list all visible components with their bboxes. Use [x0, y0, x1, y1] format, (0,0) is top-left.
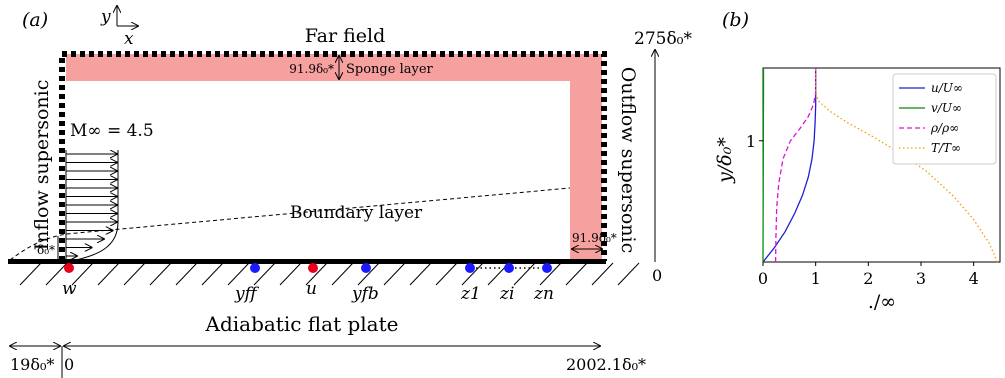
panel-a: (a) y x Far field 275δ₀* 91.9δ₀* Sponge … — [8, 6, 692, 378]
axis-y-label: y — [100, 7, 111, 27]
probe-yff — [250, 263, 260, 273]
zero-right-label: 0 — [652, 266, 662, 285]
sponge-layer-region — [66, 54, 602, 260]
axis-indicator: y x — [100, 6, 138, 49]
dimension-arrows: 19δ₀* 0 2002.1δ₀* — [10, 346, 646, 378]
probe-w-label: w — [62, 279, 77, 299]
probe-u — [308, 263, 318, 273]
left-offset-label: 19δ₀* — [10, 355, 54, 374]
probe-z1 — [465, 263, 475, 273]
legend-label-3: T/T∞ — [931, 141, 961, 155]
tick-layer: 0 1 2 3 4 1 — [746, 132, 979, 288]
chart-xlabel: ./∞ — [868, 291, 896, 313]
panel-a-label: (a) — [22, 9, 48, 31]
plate-label: Adiabatic flat plate — [205, 312, 399, 336]
chart-ylabel: y/δ₀* — [714, 137, 736, 184]
probe-yfb-label: yfb — [351, 284, 379, 304]
series-line-1 — [762, 68, 765, 263]
profile-chart: 0 1 2 3 4 1 y/δ₀* ./∞ u/U∞ v/U∞ ρ/ρ∞ T/T∞ — [714, 67, 1001, 313]
y-tick-label-0: 1 — [746, 132, 756, 151]
boundary-layer-edge — [9, 187, 571, 261]
mach-label: M∞ = 4.5 — [70, 121, 154, 141]
series-line-3 — [815, 68, 998, 263]
panel-b: (b) 0 1 2 3 4 1 y/δ₀* ./∞ u/U∞ v/U∞ ρ/ρ∞ T/T∞ — [714, 9, 1001, 313]
outflow-label: Outflow supersonic — [617, 67, 639, 253]
x-tick-label-2: 2 — [863, 269, 873, 288]
legend-label-0: u/U∞ — [931, 81, 963, 95]
inflow-label: Inflow supersonic — [31, 80, 53, 251]
legend: u/U∞ v/U∞ ρ/ρ∞ T/T∞ — [892, 73, 997, 165]
boundary-layer-label: Boundary layer — [290, 203, 423, 223]
domain-boundary — [59, 51, 607, 261]
probe-yfb — [361, 263, 371, 273]
probe-z1-label: z1 — [460, 284, 481, 304]
probe-u-label: u — [306, 279, 317, 299]
sponge-side-thickness-label: 91.9δ₀* — [572, 231, 617, 245]
far-field-label: Far field — [305, 25, 386, 47]
x-tick-label-1: 1 — [811, 269, 821, 288]
top-height-label: 275δ₀* — [634, 29, 692, 49]
x-tick-label-3: 3 — [916, 269, 926, 288]
probe-labels: w yff u yfb z1 zi zn — [62, 279, 554, 304]
legend-label-1: v/U∞ — [931, 101, 962, 115]
probes — [64, 263, 552, 273]
zero-bottom-label: 0 — [64, 355, 74, 374]
sponge-layer-label: Sponge layer — [346, 62, 434, 77]
probe-yff-label: yff — [234, 284, 260, 304]
probe-zi — [504, 263, 514, 273]
x-tick-label-0: 0 — [758, 269, 768, 288]
legend-label-2: ρ/ρ∞ — [930, 121, 959, 135]
series-line-0 — [762, 68, 817, 263]
axis-x-label: x — [124, 29, 134, 49]
flat-plate — [8, 259, 606, 264]
probe-zn — [542, 263, 552, 273]
probe-zi-label: zi — [499, 284, 514, 304]
probe-zn-label: zn — [533, 284, 554, 304]
panel-b-label: (b) — [722, 9, 749, 31]
velocity-profile — [65, 150, 119, 263]
length-label: 2002.1δ₀* — [566, 355, 646, 374]
sponge-right — [570, 54, 602, 260]
sponge-thickness-label: 91.9δ₀* — [289, 62, 334, 76]
series-line-2 — [774, 68, 817, 263]
probe-w — [64, 263, 74, 273]
series-layer — [762, 68, 998, 263]
delta0-label: δ₀* — [37, 243, 55, 257]
legend-box — [892, 73, 997, 165]
sponge-top — [66, 54, 602, 81]
x-tick-label-4: 4 — [969, 269, 979, 288]
